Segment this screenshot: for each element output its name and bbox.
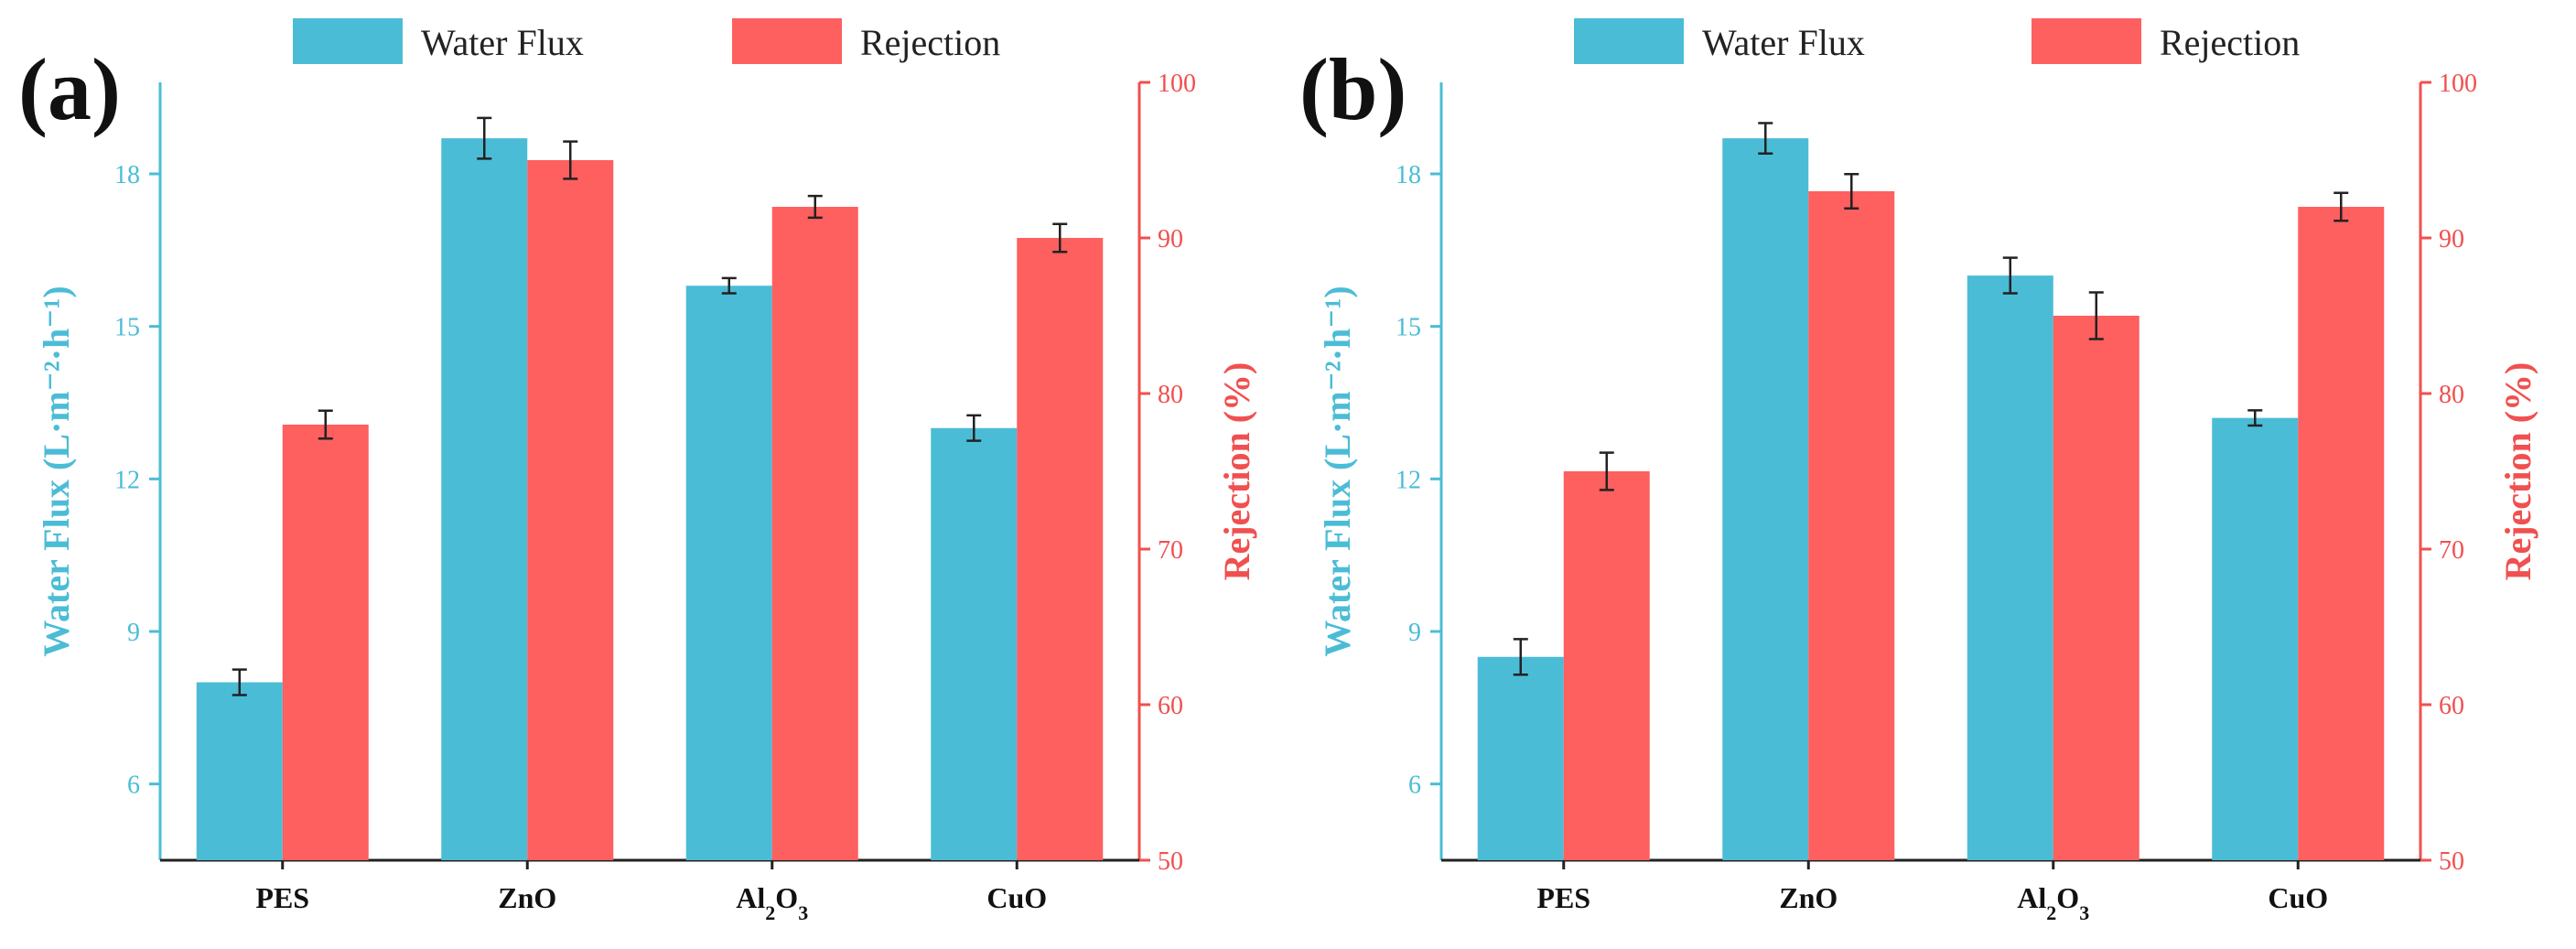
x-tick-label: Al2O3 [736, 881, 808, 924]
right-tick-label: 100 [1158, 70, 1196, 98]
bar-water-flux [1967, 275, 2053, 861]
bar-water-flux [1477, 656, 1564, 860]
bar-water-flux [196, 682, 283, 860]
right-tick-label: 80 [1158, 381, 1183, 409]
bar-water-flux [441, 138, 528, 861]
x-tick-label: CuO [2268, 881, 2328, 914]
bar-water-flux [931, 427, 1018, 860]
bar-rejection [1017, 238, 1104, 860]
bar-rejection [1563, 471, 1650, 860]
right-tick-label: 70 [2439, 536, 2464, 565]
right-tick-label: 70 [1158, 536, 1183, 565]
legend-swatch-rejection [2032, 18, 2141, 64]
right-axis-title: Rejection (%) [2497, 362, 2538, 581]
left-tick-label: 9 [127, 619, 140, 647]
right-tick-label: 100 [2439, 70, 2477, 98]
legend-swatch-flux [1574, 18, 1684, 64]
x-tick-label: ZnO [1779, 881, 1838, 914]
bar-water-flux [1722, 138, 1809, 861]
right-tick-label: 60 [2439, 692, 2464, 720]
x-tick-label: PES [255, 881, 309, 914]
bar-water-flux [685, 286, 772, 860]
right-tick-label: 90 [1158, 225, 1183, 253]
right-tick-label: 80 [2439, 381, 2464, 409]
panel-label: (a) [18, 40, 121, 138]
x-tick-label: CuO [986, 881, 1047, 914]
right-tick-label: 50 [1158, 847, 1183, 876]
legend-swatch-flux [293, 18, 403, 64]
left-axis-title: Water Flux (L·m⁻²·h⁻¹) [1317, 286, 1358, 656]
right-axis-title: Rejection (%) [1216, 362, 1257, 581]
left-tick-label: 12 [1396, 466, 1421, 494]
right-tick-label: 60 [1158, 692, 1183, 720]
panel-label: (b) [1299, 40, 1407, 138]
panel-a: Water Flux Rejection (a) 6 9 12 15 18 50 60 70 80 90… [18, 18, 1257, 924]
panel-b: Water Flux Rejection (b) 6 9 12 15 18 50 60 70 80 90… [1299, 18, 2538, 924]
bar-water-flux [2212, 417, 2299, 860]
x-tick-label: PES [1536, 881, 1590, 914]
left-tick-label: 18 [114, 161, 140, 189]
left-tick-label: 15 [1396, 314, 1421, 342]
left-tick-label: 9 [1408, 619, 1421, 647]
legend-label-flux: Water Flux [421, 22, 584, 63]
legend-label-flux: Water Flux [1702, 22, 1865, 63]
right-tick-label: 90 [2439, 225, 2464, 253]
left-axis-title: Water Flux (L·m⁻²·h⁻¹) [36, 286, 77, 656]
bar-rejection [2298, 207, 2385, 860]
right-tick-label: 50 [2439, 847, 2464, 876]
left-tick-label: 12 [114, 466, 140, 494]
legend-label-rejection: Rejection [2160, 22, 2300, 63]
bar-rejection [282, 425, 369, 860]
x-tick-label: Al2O3 [2017, 881, 2089, 924]
left-tick-label: 6 [127, 771, 140, 800]
legend-swatch-rejection [732, 18, 842, 64]
x-tick-label: ZnO [498, 881, 556, 914]
bar-rejection [1808, 191, 1895, 860]
left-tick-label: 18 [1396, 161, 1421, 189]
legend-label-rejection: Rejection [860, 22, 1000, 63]
bar-rejection [2053, 316, 2139, 860]
left-tick-label: 15 [114, 314, 140, 342]
bar-rejection [527, 160, 614, 860]
bar-rejection [771, 207, 858, 860]
left-tick-label: 6 [1408, 771, 1421, 800]
